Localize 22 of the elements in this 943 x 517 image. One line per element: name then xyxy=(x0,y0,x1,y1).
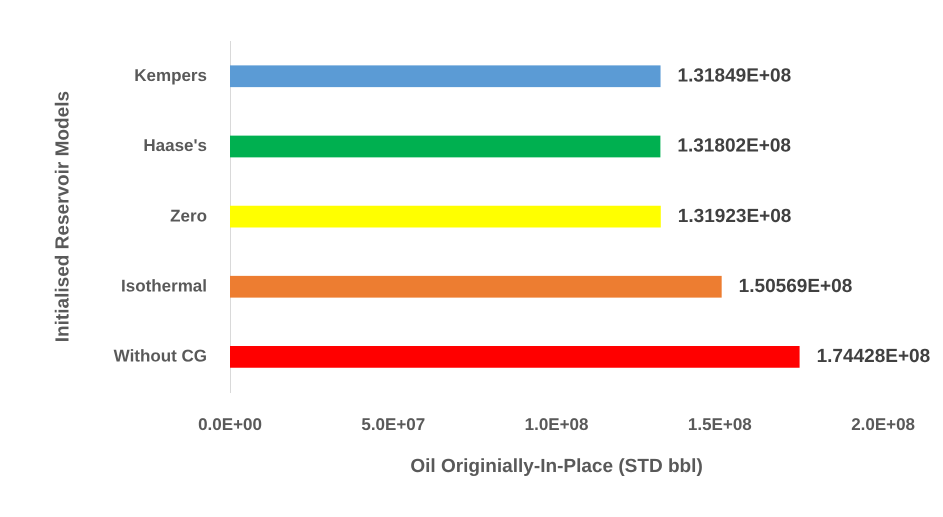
x-axis-title: Oil Originially-In-Place (STD bbl) xyxy=(410,456,703,477)
y-axis-title: Initialised Reservoir Models xyxy=(52,90,74,342)
data-label: 1.74428E+08 xyxy=(816,346,930,368)
y-tick-label: Haase's xyxy=(143,136,207,156)
data-label: 1.50569E+08 xyxy=(738,276,852,297)
y-tick-label: Isothermal xyxy=(121,276,207,296)
x-tick-label: 1.5E+08 xyxy=(688,414,752,434)
bar xyxy=(230,346,800,368)
y-tick-label: Zero xyxy=(170,206,207,226)
bar xyxy=(230,136,660,158)
y-tick-label: Without CG xyxy=(114,346,207,366)
bar xyxy=(230,65,661,88)
y-tick-label: Kempers xyxy=(134,66,207,85)
x-tick-label: 0.0E+00 xyxy=(198,414,262,434)
x-tick-label: 2.0E+08 xyxy=(851,414,915,434)
data-label: 1.31802E+08 xyxy=(677,136,791,157)
bar xyxy=(230,206,661,228)
x-tick-label: 5.0E+07 xyxy=(361,414,426,434)
bar xyxy=(230,276,722,298)
x-tick-label: 1.0E+08 xyxy=(524,414,588,434)
data-label: 1.31923E+08 xyxy=(678,206,792,227)
data-label: 1.31849E+08 xyxy=(678,66,792,87)
